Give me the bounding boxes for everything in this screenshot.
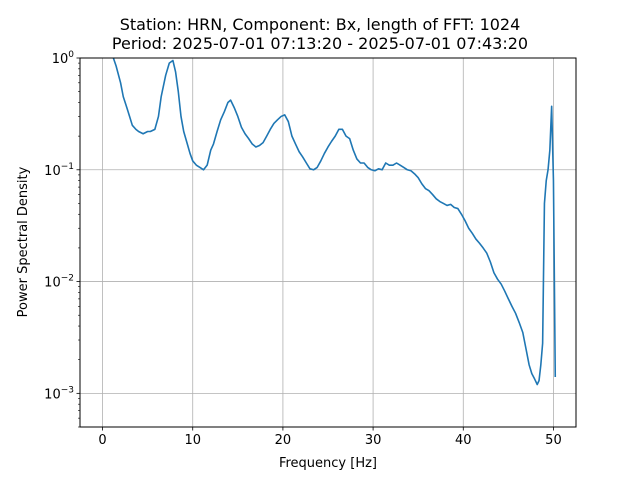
y-tick-label: 10−1 bbox=[44, 162, 74, 179]
psd-series-line bbox=[112, 58, 557, 386]
series-layer bbox=[112, 58, 557, 386]
x-axis: 0 10 20 30 40 50 bbox=[98, 427, 562, 448]
x-tick-label: 20 bbox=[275, 433, 292, 448]
plot-frame bbox=[79, 57, 577, 428]
x-tick-label: 0 bbox=[98, 433, 106, 448]
chart-title: Station: HRN, Component: Bx, length of F… bbox=[119, 15, 521, 34]
x-tick-label: 30 bbox=[365, 433, 382, 448]
chart-subtitle: Period: 2025-07-01 07:13:20 - 2025-07-01… bbox=[111, 34, 529, 53]
y-axis: 10−3 10−2 10−1 100 bbox=[44, 50, 80, 428]
y-tick-label: 100 bbox=[52, 50, 75, 67]
y-tick-label: 10−2 bbox=[44, 274, 74, 291]
y-axis-label: Power Spectral Density bbox=[16, 166, 31, 317]
grid-lines bbox=[80, 57, 576, 427]
y-tick-label: 10−3 bbox=[44, 385, 74, 402]
x-tick-label: 40 bbox=[455, 433, 472, 448]
x-tick-label: 50 bbox=[545, 433, 562, 448]
x-axis-label: Frequency [Hz] bbox=[279, 456, 377, 471]
x-tick-label: 10 bbox=[184, 433, 201, 448]
